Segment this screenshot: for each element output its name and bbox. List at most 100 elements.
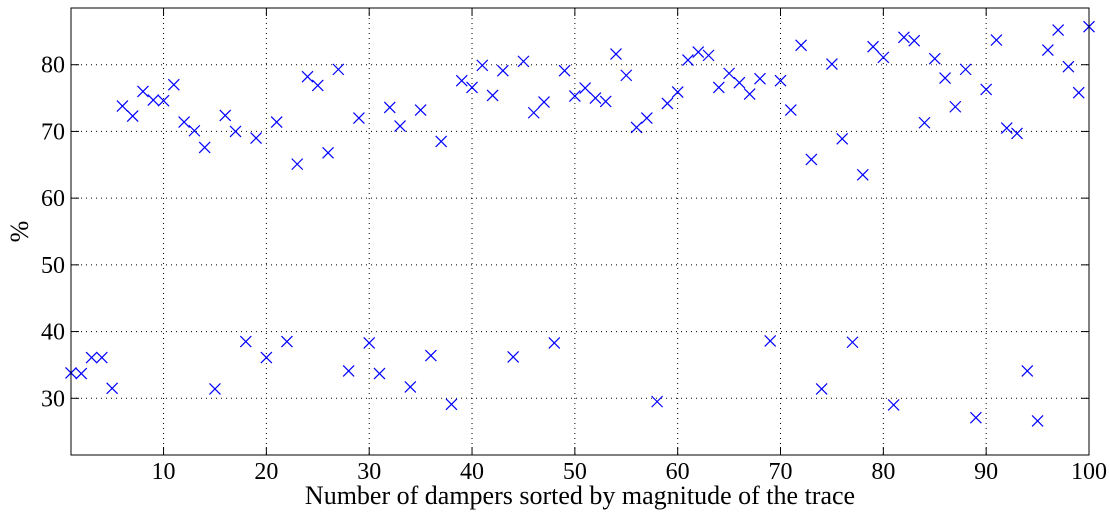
data-point [455,74,468,87]
data-point-stroke [373,367,386,380]
data-point-stroke [558,64,571,77]
data-point [322,146,334,159]
data-point-stroke [671,86,684,98]
data-point-stroke [897,31,910,44]
data-point-stroke [137,85,149,98]
data-point [969,411,982,424]
data-point [990,34,1003,46]
data-point [897,31,910,44]
data-point-stroke [527,106,540,119]
data-point [1021,365,1034,377]
data-point-stroke [404,381,417,393]
data-point-stroke [157,94,170,107]
data-point [496,64,509,77]
data-point-stroke [548,336,561,349]
data-point-stroke [702,49,715,62]
data-point-stroke [1021,365,1034,377]
data-point [754,72,766,85]
data-point-stroke [949,100,962,113]
data-point [784,104,797,117]
x-tick-label: 90 [974,459,998,485]
data-point [198,141,211,154]
data-point [445,398,458,411]
data-point-stroke [795,39,808,52]
data-point [311,79,324,92]
grid-lines [71,8,1089,455]
data-point-stroke [692,46,705,58]
data-point [867,40,879,53]
y-tick-label: 50 [41,253,65,279]
data-point [661,97,674,110]
data-point [949,100,962,113]
data-point [702,49,715,62]
data-point-stroke [445,398,458,411]
data-point [682,54,694,66]
x-tick-label: 100 [1071,459,1107,485]
data-point [671,86,684,98]
data-point-stroke [219,109,232,122]
data-point [743,88,756,100]
data-point-stroke [928,52,941,65]
data-point [281,335,293,348]
data-point [178,116,191,129]
data-point-stroke [712,81,725,94]
data-point-stroke [939,72,951,84]
data-point [1031,415,1044,427]
data-point-stroke [95,351,108,364]
data-point-stroke [1052,24,1065,36]
data-point-stroke [476,59,489,72]
data-point-stroke [250,132,263,145]
data-point [188,124,201,137]
data-point-stroke [568,90,581,102]
x-tick-label: 30 [357,459,381,485]
data-point [95,351,108,364]
data-point-stroke [754,72,766,85]
data-point-stroke [198,141,211,154]
data-point-stroke [959,63,972,76]
data-point-stroke [342,365,355,377]
data-point-stroke [301,70,314,83]
data-point [75,367,88,380]
data-point [476,59,489,72]
data-point [250,132,263,145]
data-point-stroke [815,383,828,395]
data-point [291,158,304,171]
data-point-stroke [733,76,746,89]
data-point-stroke [784,104,797,117]
data-point [1041,44,1054,56]
data-point [826,58,838,70]
data-point [517,55,530,68]
data-point [548,336,561,349]
data-point-stroke [826,58,838,70]
data-point-stroke [116,100,129,112]
data-point-stroke [856,168,869,181]
data-point [373,367,386,380]
data-point-stroke [466,81,478,94]
data-point [106,382,119,395]
y-tick-label: 80 [41,53,65,79]
data-point [836,132,849,145]
data-point-stroke [352,112,365,125]
data-point-stroke [167,78,180,91]
data-point-stroke [75,367,88,380]
data-point-stroke [1031,415,1044,427]
data-point-stroke [640,112,653,125]
data-point-stroke [579,82,592,94]
data-point-stroke [85,351,98,364]
data-point [568,90,581,102]
data-point [856,168,869,181]
data-point-stroke [281,335,293,348]
data-point-stroke [147,94,160,106]
data-point [239,335,252,348]
data-point [85,351,98,364]
data-point-stroke [1041,44,1054,56]
data-point [630,121,643,134]
data-point-stroke [517,55,530,68]
x-axis-label: Number of dampers sorted by magnitude of… [305,481,855,510]
data-point [229,125,242,138]
data-point-stroke [239,335,252,348]
data-point [466,81,478,94]
y-tick-label: 70 [41,119,65,145]
data-point-stroke [209,383,221,395]
data-point [157,94,170,107]
